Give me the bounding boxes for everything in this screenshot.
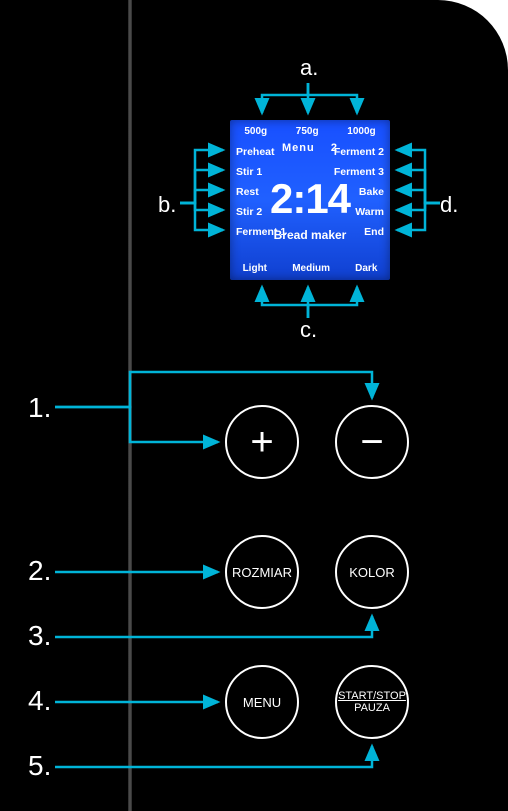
menu-button-label: MENU bbox=[243, 695, 281, 710]
row-label-4: 4. bbox=[28, 685, 51, 717]
crust-medium: Medium bbox=[292, 263, 330, 274]
crust-dark: Dark bbox=[355, 263, 377, 274]
startstop-button[interactable]: START/STOP PAUZA bbox=[335, 665, 409, 739]
stage-ferment2: Ferment 2 bbox=[334, 142, 384, 162]
minus-button[interactable]: − bbox=[335, 405, 409, 479]
stage-preheat: Preheat bbox=[236, 142, 286, 162]
lcd-device-name: Bread maker bbox=[230, 228, 390, 242]
menu-button[interactable]: MENU bbox=[225, 665, 299, 739]
appliance-panel: 500g 750g 1000g Menu 2 Preheat Stir 1 Re… bbox=[0, 0, 508, 811]
plus-button[interactable]: + bbox=[225, 405, 299, 479]
lcd-weight-750: 750g bbox=[296, 126, 319, 137]
size-button-label: ROZMIAR bbox=[232, 565, 292, 580]
lcd-time: 2:14 bbox=[230, 175, 390, 223]
lcd-weight-500: 500g bbox=[244, 126, 267, 137]
lcd-weight-row: 500g 750g 1000g bbox=[230, 126, 390, 137]
startstop-label-2: PAUZA bbox=[354, 702, 390, 714]
color-button-label: KOLOR bbox=[349, 565, 395, 580]
lcd-menu-label: Menu bbox=[282, 142, 315, 154]
lcd-crust-row: Light Medium Dark bbox=[230, 263, 390, 274]
annotation-d: d. bbox=[440, 192, 458, 218]
plus-icon: + bbox=[250, 432, 273, 452]
lcd-weight-1000: 1000g bbox=[347, 126, 375, 137]
panel-seam bbox=[128, 0, 132, 811]
size-button[interactable]: ROZMIAR bbox=[225, 535, 299, 609]
row-label-2: 2. bbox=[28, 555, 51, 587]
annotation-a: a. bbox=[300, 55, 318, 81]
startstop-label-1: START/STOP bbox=[338, 690, 406, 702]
row-label-5: 5. bbox=[28, 750, 51, 782]
minus-icon: − bbox=[360, 432, 383, 452]
row-label-3: 3. bbox=[28, 620, 51, 652]
lcd-screen: 500g 750g 1000g Menu 2 Preheat Stir 1 Re… bbox=[230, 120, 390, 280]
annotation-b: b. bbox=[158, 192, 176, 218]
annotation-c: c. bbox=[300, 317, 317, 343]
color-button[interactable]: KOLOR bbox=[335, 535, 409, 609]
crust-light: Light bbox=[243, 263, 267, 274]
row-label-1: 1. bbox=[28, 392, 51, 424]
